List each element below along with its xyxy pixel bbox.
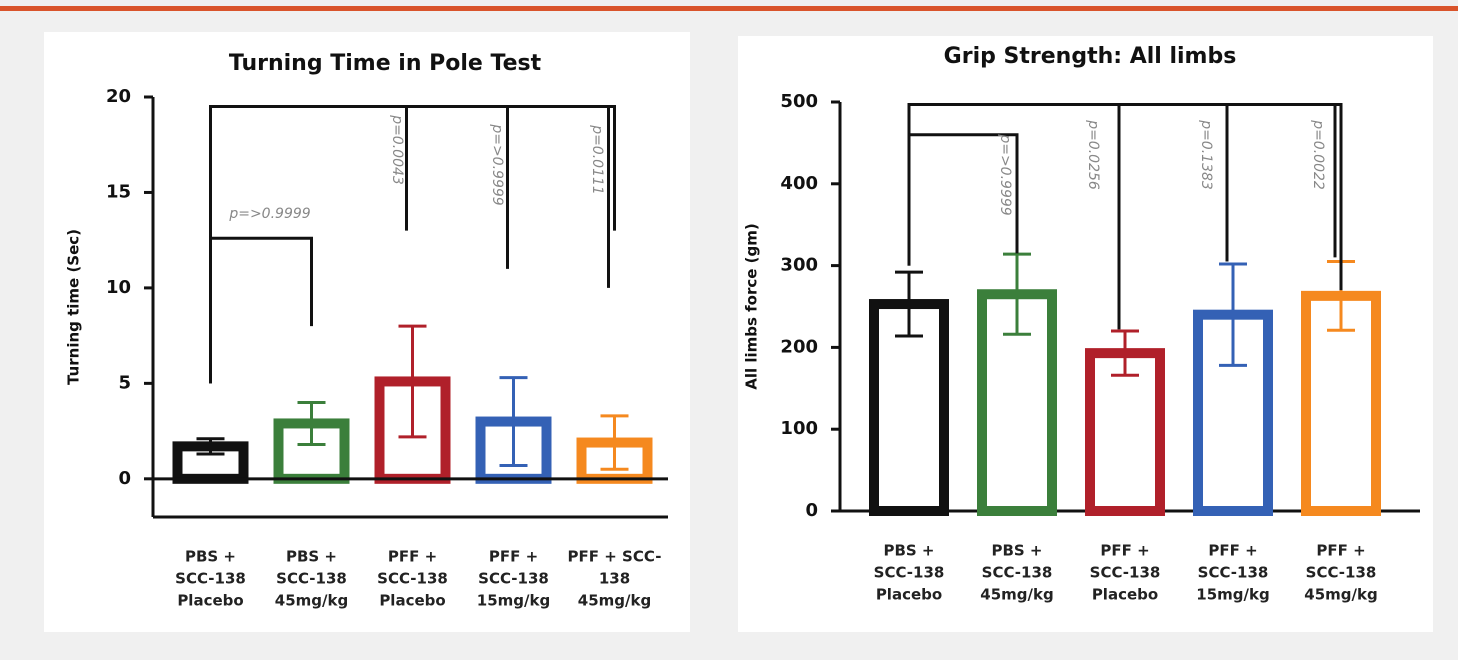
x-tick-label: 45mg/kg [980,586,1053,604]
p-value: p=0.0043 [389,114,405,185]
y-tick-label: 500 [780,91,818,112]
y-tick-label: 300 [780,255,818,276]
y-tick-label: 0 [118,468,131,489]
p-value: p=>0.9999 [997,133,1013,215]
x-tick-label: SCC-138 [1306,564,1377,582]
panel [738,36,1433,632]
p-value: p=>0.9999 [228,206,310,222]
x-tick-label: Placebo [1092,586,1158,604]
x-tick-label: 15mg/kg [1196,586,1269,604]
error-bar [297,400,326,446]
y-axis-label: Turning time (Sec) [65,229,83,385]
y-tick-label: 400 [780,173,818,194]
x-tick-label: 138 [599,570,630,588]
chart-title: Turning Time in Pole Test [229,51,542,76]
x-tick-label: PFF + SCC- [568,548,662,566]
error-bar [1111,329,1139,377]
x-tick-label: 45mg/kg [578,592,651,610]
top-border [0,6,1458,11]
p-value: p=0.0022 [1310,119,1326,190]
error-bar [398,324,427,439]
y-tick-label: 15 [106,181,131,202]
y-tick-label: 200 [780,336,818,357]
y-tick-label: 0 [805,500,818,521]
y-tick-label: 5 [118,372,131,393]
error-bar [499,376,528,467]
x-tick-label: SCC-138 [478,570,549,588]
x-tick-label: 45mg/kg [1304,586,1377,604]
x-tick-label: PFF + [1316,542,1365,560]
x-tick-label: SCC-138 [874,564,945,582]
p-value: p=>0.9999 [489,123,505,205]
x-tick-label: SCC-138 [377,570,448,588]
x-tick-label: PFF + [388,548,437,566]
error-bar [600,414,629,471]
x-tick-label: Placebo [177,592,243,610]
error-bar [196,437,225,456]
p-value: p=0.1383 [1198,119,1214,190]
x-tick-label: PBS + [883,542,934,560]
significance-bracket [907,133,1019,266]
x-tick-label: SCC-138 [1090,564,1161,582]
x-tick-label: PFF + [1208,542,1257,560]
p-value: p=0.0256 [1085,119,1101,190]
x-tick-label: SCC-138 [175,570,246,588]
panel [44,32,690,632]
x-tick-label: PBS + [286,548,337,566]
x-tick-label: SCC-138 [1198,564,1269,582]
y-tick-label: 20 [106,86,131,107]
y-tick-label: 10 [106,277,131,298]
chart-title: Grip Strength: All limbs [944,44,1237,69]
x-tick-label: PBS + [185,548,236,566]
error-bar [1003,252,1031,336]
error-bar [1219,262,1247,367]
y-tick-label: 100 [780,418,818,439]
x-tick-label: PBS + [991,542,1042,560]
x-tick-label: PFF + [1100,542,1149,560]
significance-bracket [209,236,313,384]
y-axis-label: All limbs force (gm) [743,223,761,390]
error-bar [895,270,923,338]
x-tick-label: SCC-138 [982,564,1053,582]
p-value: p=0.0111 [589,124,605,195]
x-tick-label: PFF + [489,548,538,566]
x-tick-label: Placebo [876,586,942,604]
x-tick-label: SCC-138 [276,570,347,588]
x-tick-label: 15mg/kg [477,592,550,610]
x-tick-label: 45mg/kg [275,592,348,610]
x-tick-label: Placebo [379,592,445,610]
